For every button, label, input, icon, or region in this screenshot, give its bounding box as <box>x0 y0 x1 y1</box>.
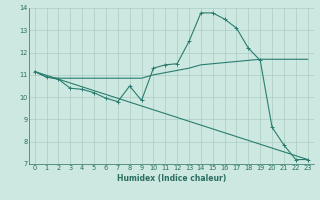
X-axis label: Humidex (Indice chaleur): Humidex (Indice chaleur) <box>116 174 226 183</box>
